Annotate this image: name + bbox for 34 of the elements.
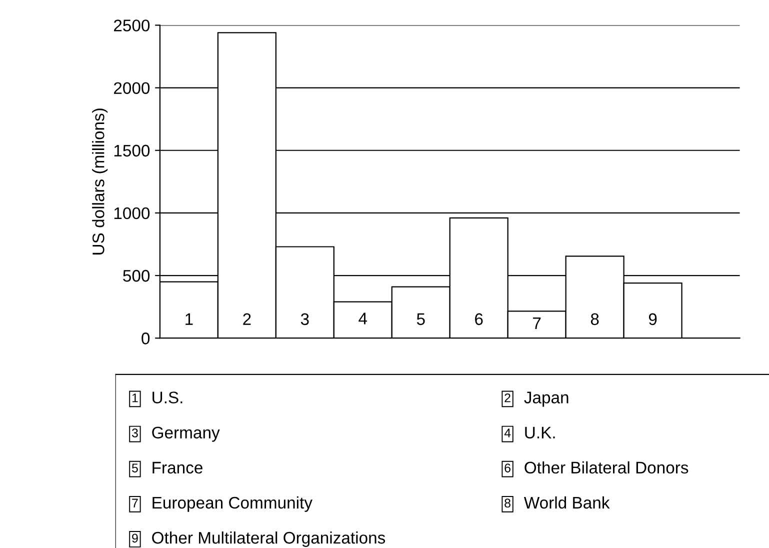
- x-tick-label: 9: [648, 313, 657, 326]
- y-tick-label: 1000: [114, 207, 150, 220]
- text: Germany: [152, 426, 220, 442]
- x-tick-label: 3: [300, 313, 309, 326]
- x-tick-label: 8: [590, 313, 599, 326]
- x-tick-label: 7: [533, 318, 541, 329]
- category-label: 1: [132, 394, 138, 402]
- text: European Community: [152, 496, 312, 512]
- text: U.K.: [525, 426, 555, 438]
- text: Other Multilateral Organizations: [152, 531, 386, 547]
- y-tick-label: 500: [123, 270, 150, 282]
- category-label: 7: [132, 498, 138, 508]
- category-label: 2: [504, 393, 510, 402]
- x-tick-label: 4: [358, 312, 368, 324]
- x-tick-label: 2: [243, 313, 251, 325]
- x-tick-label: 1: [186, 313, 193, 325]
- text: Other Bilateral Donors: [524, 461, 688, 474]
- y-axis-title: US dollars (millions): [92, 108, 108, 254]
- x-tick-label: 5: [416, 313, 425, 326]
- x-tick-label: 6: [475, 313, 483, 326]
- category-label: 8: [504, 498, 510, 508]
- category-label: 4: [504, 428, 511, 438]
- y-tick-label: 2000: [114, 82, 150, 94]
- text: U.S.: [152, 392, 182, 404]
- text: World Bank: [524, 496, 610, 509]
- text: France: [152, 462, 202, 474]
- y-tick-label: 2500: [114, 20, 150, 32]
- y-tick-label: 1500: [114, 144, 150, 157]
- category-label: 6: [504, 464, 510, 472]
- category-label: 3: [132, 428, 138, 438]
- category-label: 5: [132, 464, 138, 472]
- text: Japan: [524, 392, 568, 407]
- category-label: 9: [132, 534, 138, 543]
- y-tick-label: 0: [142, 332, 150, 344]
